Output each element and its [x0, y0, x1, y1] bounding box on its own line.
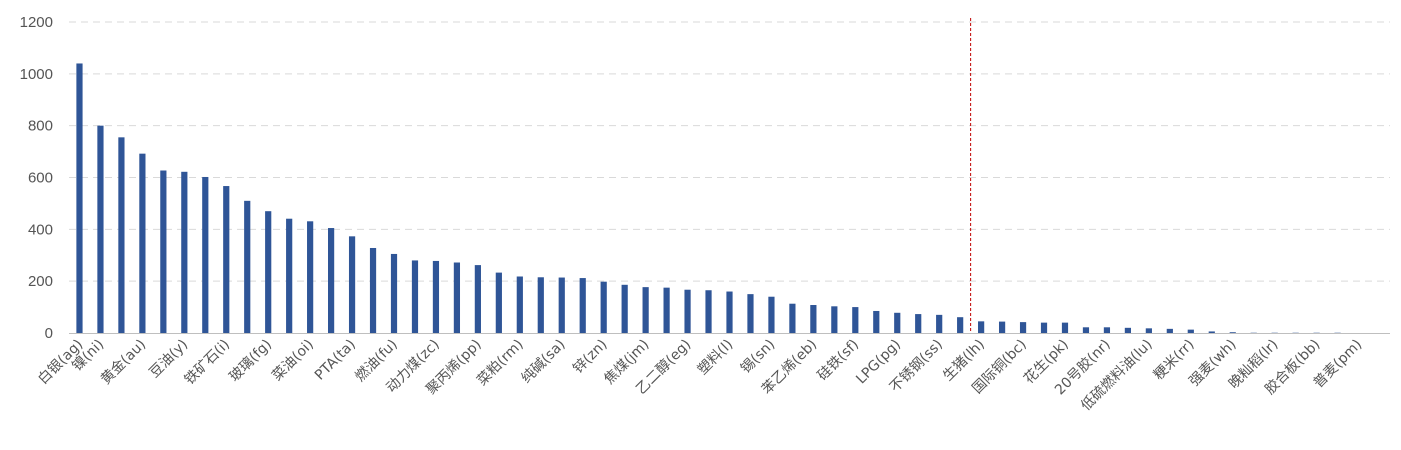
bar	[328, 228, 335, 333]
bar	[202, 176, 209, 333]
y-tick-label: 400	[28, 221, 53, 238]
x-tick-label: 黄金(au)	[97, 336, 149, 388]
bar	[705, 290, 712, 333]
bar	[558, 277, 565, 333]
bar	[307, 221, 314, 333]
y-tick-label: 1200	[20, 14, 53, 31]
bar	[600, 281, 607, 333]
x-tick-label: 铁矿石(i)	[182, 337, 233, 388]
bar	[831, 306, 838, 333]
bar	[894, 312, 901, 333]
bar	[1082, 327, 1090, 333]
bar	[369, 247, 377, 333]
bar	[1124, 327, 1131, 333]
bar	[1166, 328, 1173, 333]
x-tick-label: 菜粕(rm)	[474, 337, 526, 389]
bar	[1187, 329, 1194, 333]
bar	[139, 153, 146, 333]
bar	[915, 314, 922, 333]
bar	[1208, 331, 1215, 333]
y-tick-label: 600	[28, 170, 53, 187]
bar	[1103, 327, 1111, 333]
bar	[852, 307, 859, 333]
bar	[1019, 322, 1027, 333]
bar	[684, 289, 691, 333]
x-tick-label: 锡(sn)	[738, 337, 778, 377]
bar	[978, 321, 985, 333]
bar	[286, 218, 293, 333]
bar	[97, 125, 104, 333]
bar	[223, 186, 230, 333]
bar	[265, 211, 272, 333]
bar	[1040, 322, 1048, 333]
bar	[118, 137, 125, 333]
bar	[1229, 332, 1236, 333]
bar	[348, 236, 356, 333]
bar	[726, 291, 733, 333]
bar	[390, 253, 398, 333]
bar	[453, 262, 461, 333]
y-tick-label: 200	[28, 273, 53, 290]
x-tick-label: 纯碱(sa)	[519, 337, 569, 387]
bar	[1145, 328, 1152, 333]
bar	[474, 265, 481, 333]
bar	[873, 310, 880, 333]
bar	[789, 303, 796, 333]
bar	[998, 321, 1006, 333]
y-tick-label: 0	[45, 325, 53, 342]
x-tick-label: 锌(zn)	[570, 337, 610, 377]
bar	[810, 305, 817, 333]
bar	[663, 287, 670, 333]
bar	[244, 200, 251, 333]
x-axis-tick-labels: 白银(ag)镍(ni)黄金(au)豆油(y)铁矿石(i)玻璃(fg)菜油(oi)…	[35, 336, 1365, 414]
x-tick-label: PTA(ta)	[312, 337, 359, 384]
x-tick-label: 低硫燃料油(lu)	[1077, 336, 1155, 414]
x-tick-label: 玻璃(fg)	[226, 336, 275, 385]
bar	[160, 170, 167, 333]
bar	[642, 287, 649, 333]
bars	[76, 63, 1341, 334]
bar	[432, 260, 440, 333]
bar	[181, 171, 188, 333]
bar	[537, 277, 544, 333]
y-tick-label: 800	[28, 118, 53, 135]
x-tick-label: 塑料(l)	[695, 337, 737, 379]
bar	[621, 284, 628, 333]
y-axis-tick-labels: 0 200 400 600 800 1000 1200	[20, 14, 53, 342]
y-tick-label: 1000	[20, 66, 53, 83]
bar	[495, 272, 502, 333]
bar	[957, 317, 964, 333]
x-tick-label: 菜油(oi)	[269, 337, 317, 385]
bar	[747, 294, 754, 334]
bar	[768, 296, 775, 333]
bar	[1061, 322, 1069, 333]
bar	[76, 63, 83, 333]
bar	[579, 278, 586, 333]
bar	[516, 276, 523, 333]
bar	[936, 314, 943, 333]
bar	[411, 260, 419, 333]
